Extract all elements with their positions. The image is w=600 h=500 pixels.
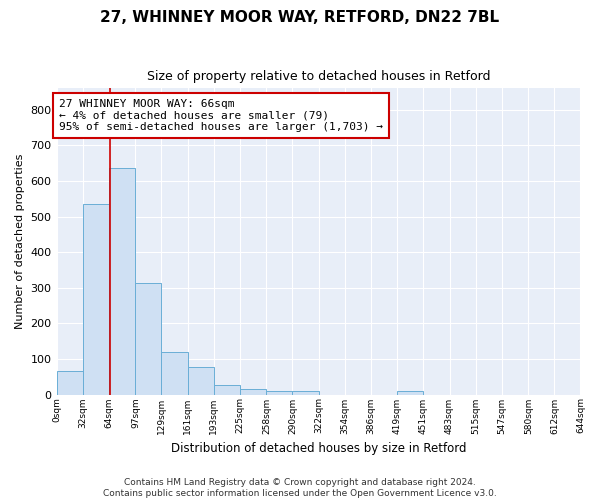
Bar bbox=[292, 391, 319, 394]
Bar bbox=[266, 390, 292, 394]
Bar bbox=[83, 204, 109, 394]
Title: Size of property relative to detached houses in Retford: Size of property relative to detached ho… bbox=[147, 70, 490, 83]
X-axis label: Distribution of detached houses by size in Retford: Distribution of detached houses by size … bbox=[171, 442, 466, 455]
Text: 27, WHINNEY MOOR WAY, RETFORD, DN22 7BL: 27, WHINNEY MOOR WAY, RETFORD, DN22 7BL bbox=[100, 10, 500, 25]
Bar bbox=[239, 389, 266, 394]
Text: 27 WHINNEY MOOR WAY: 66sqm
← 4% of detached houses are smaller (79)
95% of semi-: 27 WHINNEY MOOR WAY: 66sqm ← 4% of detac… bbox=[59, 99, 383, 132]
Bar bbox=[109, 168, 136, 394]
Bar bbox=[397, 391, 424, 394]
Bar bbox=[188, 366, 214, 394]
Bar bbox=[214, 384, 239, 394]
Y-axis label: Number of detached properties: Number of detached properties bbox=[15, 154, 25, 329]
Bar bbox=[56, 372, 83, 394]
Text: Contains HM Land Registry data © Crown copyright and database right 2024.
Contai: Contains HM Land Registry data © Crown c… bbox=[103, 478, 497, 498]
Bar bbox=[161, 352, 188, 395]
Bar bbox=[136, 284, 161, 395]
